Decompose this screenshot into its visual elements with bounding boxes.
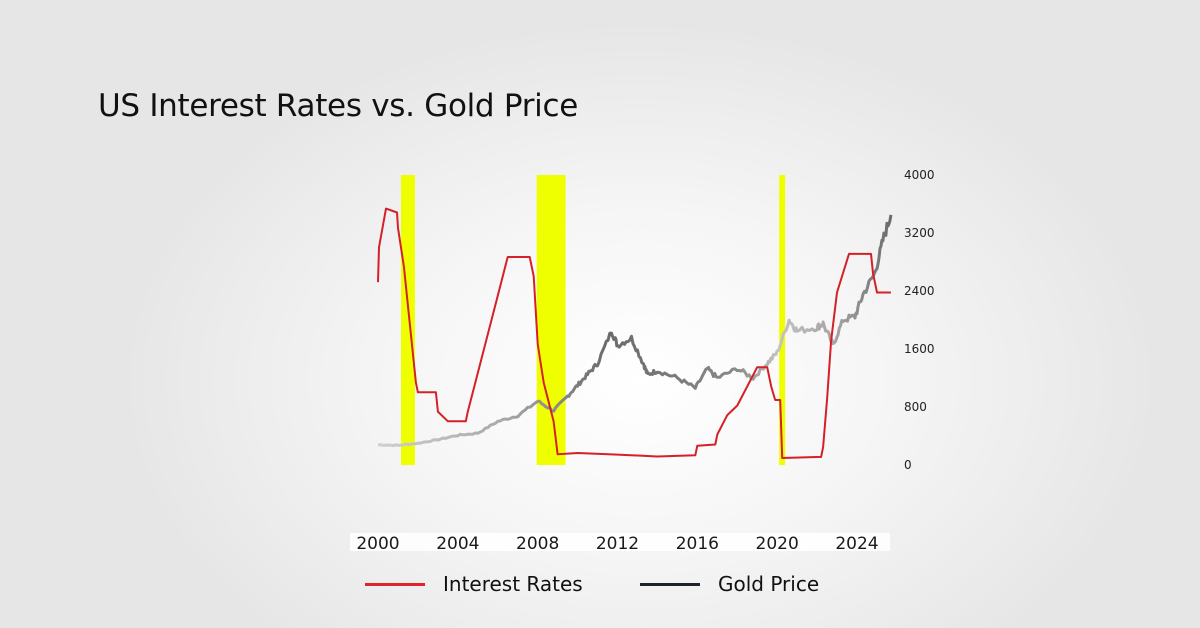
x-tick-label: 2012: [596, 534, 639, 554]
recession-band: [400, 175, 415, 465]
x-tick-label: 2008: [516, 534, 559, 554]
legend-label: Interest Rates: [443, 572, 583, 596]
x-tick-label: 2004: [436, 534, 479, 554]
interest-rates-line: [377, 207, 891, 459]
legend-item-gold-price: Gold Price: [640, 572, 819, 596]
y-tick-label: 1600: [904, 342, 935, 356]
recession-band: [779, 175, 786, 465]
legend-label: Gold Price: [718, 572, 820, 596]
x-tick-label: 2024: [835, 534, 878, 554]
page-title: US Interest Rates vs. Gold Price: [98, 88, 578, 124]
gold-price-line: [378, 214, 893, 448]
y-tick-label: 3200: [904, 226, 935, 240]
y-tick-label: 800: [904, 400, 927, 414]
x-tick-label: 2016: [676, 534, 719, 554]
x-axis-band: [350, 533, 890, 551]
recession-band: [536, 175, 566, 465]
legend-item-interest-rates: Interest Rates: [365, 572, 583, 596]
x-tick-label: 2000: [356, 534, 399, 554]
y-tick-label: 4000: [904, 168, 935, 182]
y-tick-label: 0: [904, 458, 912, 472]
x-tick-label: 2020: [756, 534, 799, 554]
interest-rates-swatch: [365, 582, 425, 586]
gold-price-swatch: [640, 582, 700, 586]
y-tick-label: 2400: [904, 284, 935, 298]
